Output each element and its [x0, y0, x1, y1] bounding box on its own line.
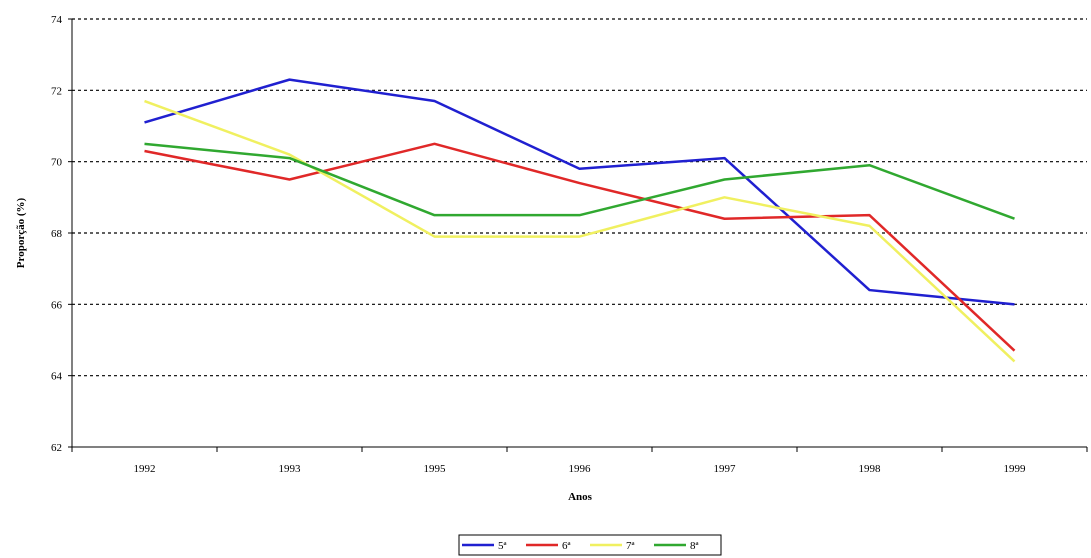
- series-line-2: [145, 144, 1015, 351]
- legend-label: 7ª: [626, 540, 636, 552]
- legend-label: 6ª: [562, 540, 572, 552]
- x-tick-label: 1995: [424, 463, 447, 475]
- x-tick-label: 1998: [859, 463, 882, 475]
- series-lines: [145, 80, 1015, 362]
- y-tick-label: 74: [51, 14, 63, 26]
- series-line-3: [145, 101, 1015, 361]
- x-tick-label: 1992: [134, 463, 156, 475]
- y-tick-label: 66: [51, 299, 63, 311]
- legend-label: 5ª: [498, 540, 508, 552]
- y-tick-label: 62: [51, 442, 62, 454]
- y-tick-label: 72: [51, 85, 62, 97]
- x-ticks: 1992 1993 1995 1996 1997 1998 1999: [72, 447, 1087, 475]
- x-axis-title: Anos: [568, 491, 593, 503]
- y-ticks: 62 64 66 68 70 72 74: [51, 14, 72, 454]
- y-axis-title: Proporção (%): [15, 197, 27, 268]
- x-tick-label: 1999: [1004, 463, 1027, 475]
- x-tick-label: 1996: [569, 463, 592, 475]
- gridlines: [72, 19, 1087, 376]
- y-tick-label: 68: [51, 228, 63, 240]
- x-tick-label: 1993: [279, 463, 302, 475]
- series-line-1: [145, 80, 1015, 305]
- series-line-4: [145, 144, 1015, 219]
- legend-label: 8ª: [690, 540, 700, 552]
- legend: 5ª 6ª 7ª 8ª: [459, 535, 721, 555]
- y-tick-label: 64: [51, 371, 63, 383]
- y-tick-label: 70: [51, 157, 63, 169]
- x-tick-label: 1997: [714, 463, 737, 475]
